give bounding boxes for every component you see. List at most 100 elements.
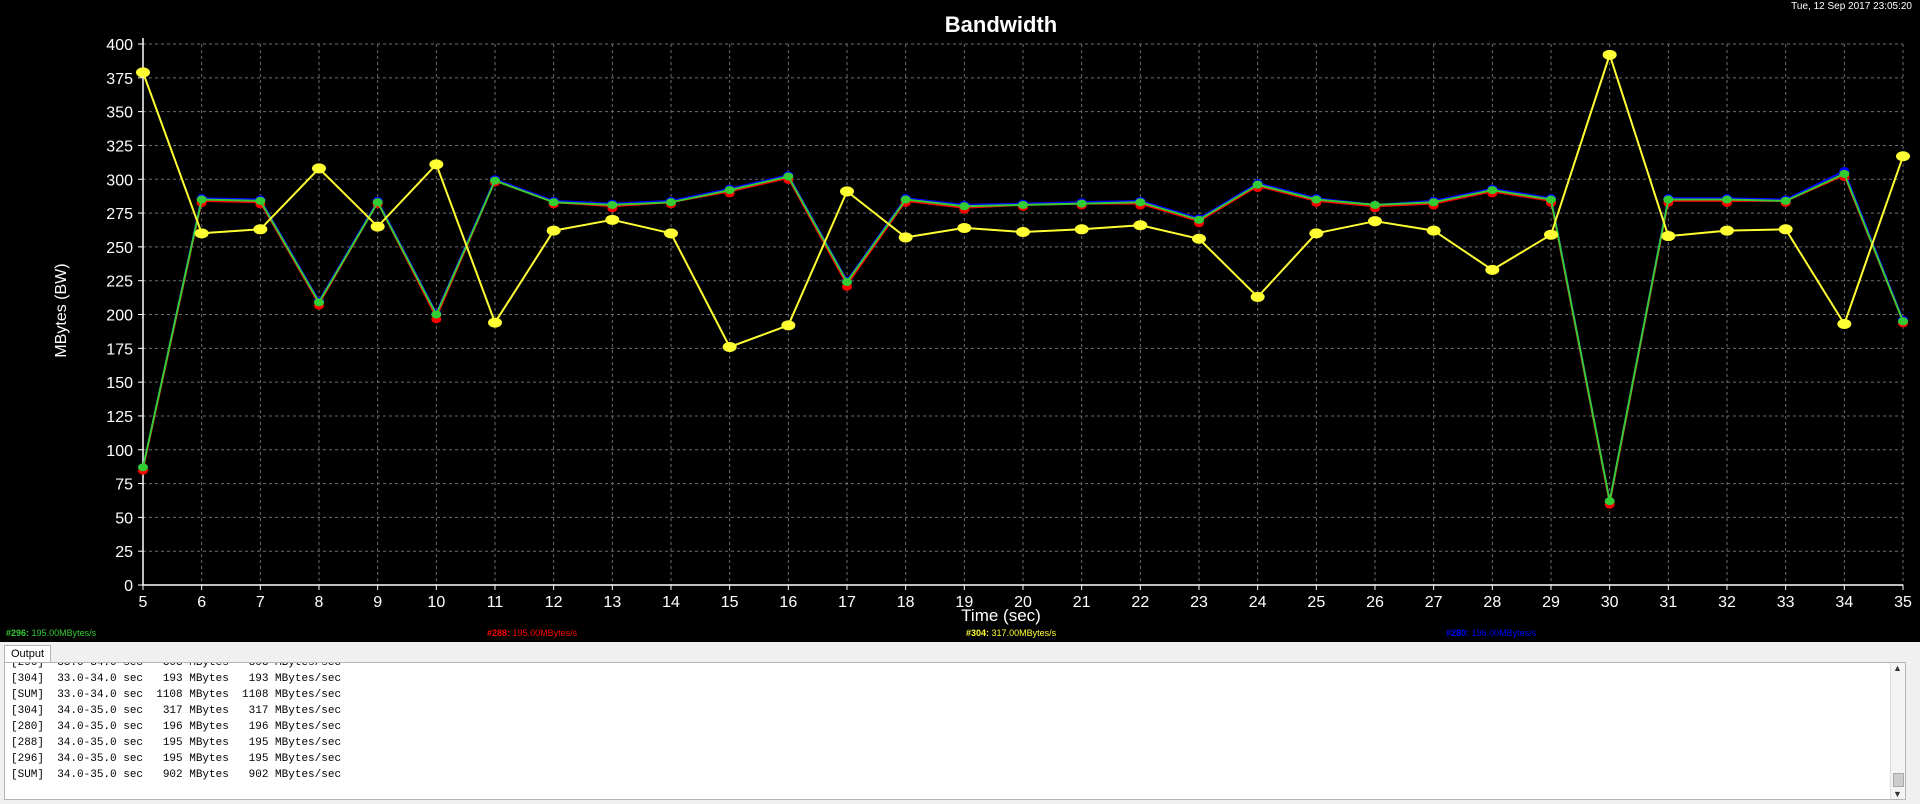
x-tick-label: 10 <box>427 594 445 611</box>
data-point-296 <box>372 198 383 207</box>
data-point-304 <box>1426 225 1441 236</box>
data-point-296 <box>900 195 911 204</box>
data-point-296 <box>1311 195 1322 204</box>
data-point-296 <box>1370 200 1380 209</box>
x-axis-label: Time (sec) <box>961 606 1041 625</box>
x-tick-label: 30 <box>1601 594 1619 611</box>
x-tick-label: 16 <box>779 594 797 611</box>
legend-value-280: 196.00MBytes/s <box>1471 628 1537 638</box>
x-tick-label: 24 <box>1249 594 1267 611</box>
data-point-304 <box>1485 264 1500 275</box>
data-point-296 <box>196 195 207 204</box>
legend-label-288: #288: <box>487 628 511 638</box>
x-tick-label: 12 <box>545 594 563 611</box>
x-tick-label: 9 <box>373 594 382 611</box>
data-point-304 <box>488 317 502 328</box>
data-point-296 <box>1428 198 1439 207</box>
data-point-304 <box>1837 318 1852 329</box>
data-point-296 <box>959 202 970 211</box>
data-point-304 <box>1896 151 1910 162</box>
output-scrollbar[interactable]: ▲ ▼ <box>1890 663 1905 799</box>
data-point-304 <box>1720 225 1734 236</box>
x-tick-label: 6 <box>197 594 206 611</box>
chart-title: Bandwidth <box>945 12 1057 37</box>
data-point-296 <box>255 196 266 205</box>
y-tick-label: 400 <box>106 37 133 54</box>
data-point-304 <box>840 186 854 197</box>
x-tick-label: 8 <box>315 594 324 611</box>
x-tick-label: 32 <box>1718 594 1736 611</box>
y-tick-label: 200 <box>106 308 133 325</box>
legend-item-296: #296: 195.00MBytes/s <box>6 628 96 638</box>
data-point-304 <box>1016 226 1030 237</box>
x-tick-label: 28 <box>1483 594 1501 611</box>
legend-value-304: 317.00MBytes/s <box>991 628 1057 638</box>
y-tick-label: 150 <box>106 375 133 392</box>
data-point-296 <box>1076 199 1087 208</box>
data-point-296 <box>1604 497 1615 506</box>
data-point-296 <box>490 176 500 185</box>
output-line: [280] 34.0-35.0 sec 196 MBytes 196 MByte… <box>11 721 342 733</box>
data-point-296 <box>1839 169 1850 178</box>
data-point-304 <box>898 232 913 243</box>
x-tick-label: 17 <box>838 594 856 611</box>
x-tick-label: 29 <box>1542 594 1560 611</box>
output-tab[interactable]: Output <box>4 645 52 662</box>
data-point-304 <box>1192 233 1206 244</box>
x-tick-label: 23 <box>1190 594 1208 611</box>
scroll-up-icon[interactable]: ▲ <box>1893 663 1902 673</box>
output-line: [288] 34.0-35.0 sec 195 MBytes 195 MByte… <box>11 737 342 749</box>
data-point-296 <box>724 186 735 195</box>
data-point-296 <box>842 278 852 287</box>
legend-row: #296: 195.00MBytes/s #288: 195.00MBytes/… <box>0 628 1920 642</box>
data-point-296 <box>1663 195 1674 204</box>
output-log[interactable]: [296] 33.0-34.0 sec 303 MBytes 303 MByte… <box>4 662 1906 800</box>
data-point-304 <box>253 224 268 235</box>
output-line: [296] 34.0-35.0 sec 195 MBytes 195 MByte… <box>11 753 342 765</box>
data-point-304 <box>1074 224 1089 235</box>
x-tick-label: 14 <box>662 594 680 611</box>
scroll-down-icon[interactable]: ▼ <box>1893 789 1902 799</box>
data-point-296 <box>1722 195 1732 204</box>
x-tick-label: 26 <box>1366 594 1384 611</box>
data-point-304 <box>1602 49 1617 60</box>
data-point-304 <box>1661 231 1676 242</box>
data-point-296 <box>1135 198 1146 207</box>
data-point-296 <box>431 310 442 319</box>
output-line: [SUM] 33.0-34.0 sec 1108 MBytes 1108 MBy… <box>11 689 342 701</box>
data-point-304 <box>1133 220 1148 231</box>
timestamp: Tue, 12 Sep 2017 23:05:20 <box>1791 1 1912 12</box>
y-tick-label: 100 <box>106 443 133 460</box>
y-tick-label: 125 <box>106 409 133 426</box>
bandwidth-chart: 0255075100125150175200225250275300325350… <box>53 12 1912 625</box>
x-tick-label: 33 <box>1777 594 1795 611</box>
x-tick-label: 21 <box>1073 594 1091 611</box>
data-point-296 <box>1018 200 1028 209</box>
y-tick-label: 275 <box>106 206 133 223</box>
data-point-304 <box>136 67 150 78</box>
y-tick-label: 25 <box>115 544 133 561</box>
x-tick-label: 5 <box>139 594 148 611</box>
y-tick-label: 350 <box>106 105 133 122</box>
y-tick-label: 0 <box>124 578 133 595</box>
data-point-304 <box>194 228 209 239</box>
x-tick-label: 11 <box>487 594 504 611</box>
scroll-thumb[interactable] <box>1893 773 1904 787</box>
data-point-296 <box>666 198 676 207</box>
y-tick-label: 225 <box>106 274 133 291</box>
legend-item-304: #304: 317.00MBytes/s <box>966 628 1056 638</box>
y-tick-label: 325 <box>106 138 133 155</box>
y-tick-label: 375 <box>106 71 133 88</box>
x-tick-label: 22 <box>1131 594 1149 611</box>
y-tick-label: 50 <box>115 510 133 527</box>
legend-item-288: #288: 195.00MBytes/s <box>487 628 577 638</box>
x-tick-label: 25 <box>1307 594 1325 611</box>
x-tick-label: 27 <box>1425 594 1443 611</box>
data-point-304 <box>664 228 678 239</box>
data-point-304 <box>1368 216 1382 227</box>
x-tick-label: 18 <box>897 594 915 611</box>
y-tick-label: 250 <box>106 240 133 257</box>
output-line: [296] 33.0-34.0 sec 303 MBytes 303 MByte… <box>11 662 342 669</box>
x-tick-label: 13 <box>603 594 621 611</box>
data-point-296 <box>1546 195 1556 204</box>
